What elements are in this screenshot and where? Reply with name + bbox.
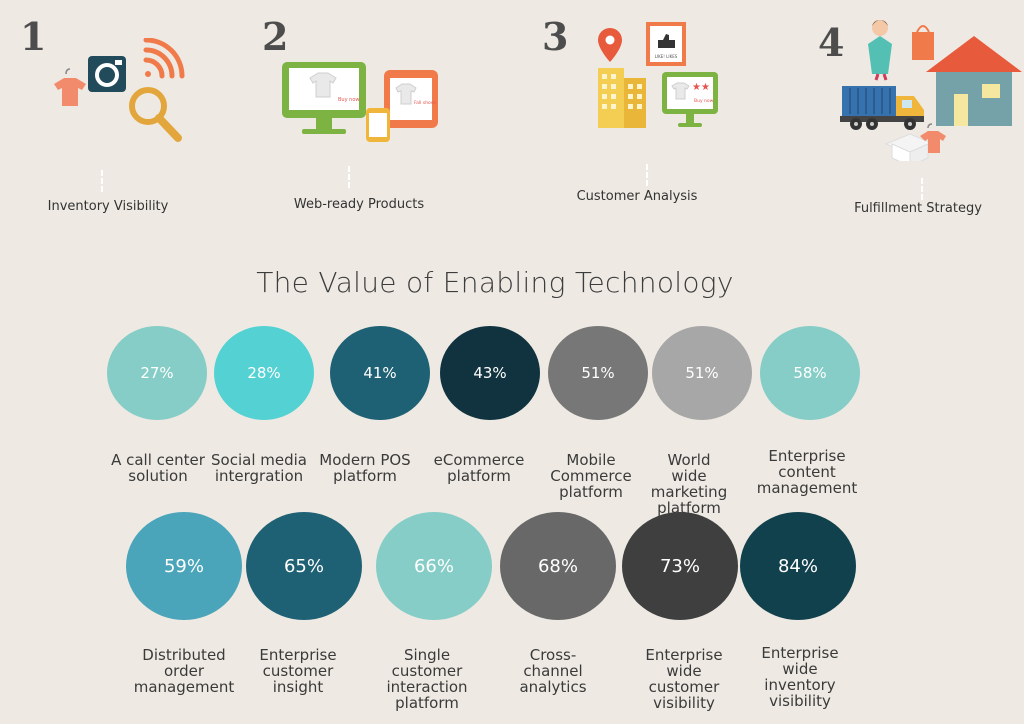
- stat-value: 68%: [537, 555, 578, 577]
- step-label: Web-ready Products: [293, 197, 425, 212]
- stat-label: Enterprise customer insight: [259, 646, 337, 696]
- stat-label: Mobile Commerce platform: [550, 451, 632, 501]
- stat-value: 51%: [685, 364, 719, 382]
- sign-tablet-text: Fall shoes: [414, 100, 437, 106]
- stat-label: A call center solution: [111, 451, 205, 485]
- step-1: 1 Inventory Visibility: [20, 0, 220, 230]
- step-label: Inventory Visibility: [47, 199, 169, 214]
- sign-monitor-text: Buy now: [694, 98, 714, 104]
- stat-value: 28%: [247, 364, 281, 382]
- svg-text:★★: ★★: [692, 82, 710, 93]
- step-4: 4 Fulfillment: [818, 0, 1022, 230]
- stat-label: Enterprise wide customer visibility: [645, 646, 723, 712]
- stat-circle: 27%: [107, 326, 207, 420]
- connector-dash: [646, 164, 648, 186]
- connector-dash: [921, 178, 923, 200]
- stat-value: 66%: [413, 555, 454, 577]
- stat-circle: 58%: [760, 326, 860, 420]
- sign-small-text: Buy now: [338, 97, 359, 103]
- step-label: Fulfillment Strategy: [854, 201, 982, 216]
- stat-value: 73%: [659, 555, 700, 577]
- stat-circle: 51%: [548, 326, 648, 420]
- stat-label: Single customer interaction platform: [386, 646, 468, 712]
- connector-dash: [101, 170, 103, 192]
- step-number: 3: [542, 14, 569, 59]
- stat-value: 51%: [581, 364, 615, 382]
- stat-circle: 51%: [652, 326, 752, 420]
- stat-circle: 73%: [622, 512, 738, 620]
- stat-circle: 66%: [376, 512, 492, 620]
- stat-value: 27%: [140, 364, 174, 382]
- stat-circle: 43%: [440, 326, 540, 420]
- stat-label: Enterprise wide inventory visibility: [761, 644, 839, 710]
- stat-label: Modern POS platform: [319, 451, 411, 485]
- step-2: 2 Buy now Fall shoes Web-ready Products: [262, 0, 462, 230]
- stat-circle: 28%: [214, 326, 314, 420]
- stat-label: Distributed order management: [133, 646, 235, 696]
- stat-circle: 84%: [740, 512, 856, 620]
- stat-value: 59%: [163, 555, 204, 577]
- stat-circle: 41%: [330, 326, 430, 420]
- web-ready-products-icon: Buy now Fall shoes: [282, 62, 438, 142]
- stat-value: 65%: [283, 555, 324, 577]
- stat-label: Enterprise content management: [756, 447, 858, 497]
- stat-label: World wide marketing platform: [650, 451, 728, 517]
- section-title: The Value of Enabling Technology: [256, 266, 734, 299]
- stat-value: 58%: [793, 364, 827, 382]
- step-3: 3 LIKE! LIKES ★★ Buy now Customer Anal: [542, 0, 742, 230]
- stat-label: eCommerce platform: [433, 451, 525, 485]
- step-number: 1: [20, 14, 47, 59]
- badge-text: LIKE! LIKES: [655, 54, 678, 59]
- step-number: 2: [262, 14, 289, 59]
- connector-dash: [348, 166, 350, 188]
- stat-label: Cross-channel analytics: [519, 646, 587, 696]
- stat-value: 84%: [777, 555, 818, 577]
- stat-circle: 59%: [126, 512, 242, 620]
- inventory-visibility-icon: [54, 38, 185, 142]
- fulfillment-strategy-icon: [840, 20, 1022, 161]
- stat-value: 43%: [473, 364, 507, 382]
- stat-value: 41%: [363, 364, 397, 382]
- stat-label: Social media intergration: [211, 451, 307, 485]
- stat-circle: 65%: [246, 512, 362, 620]
- stat-circle: 68%: [500, 512, 616, 620]
- step-label: Customer Analysis: [576, 189, 698, 204]
- step-number: 4: [818, 20, 845, 65]
- customer-analysis-icon: LIKE! LIKES ★★ Buy now: [598, 22, 718, 128]
